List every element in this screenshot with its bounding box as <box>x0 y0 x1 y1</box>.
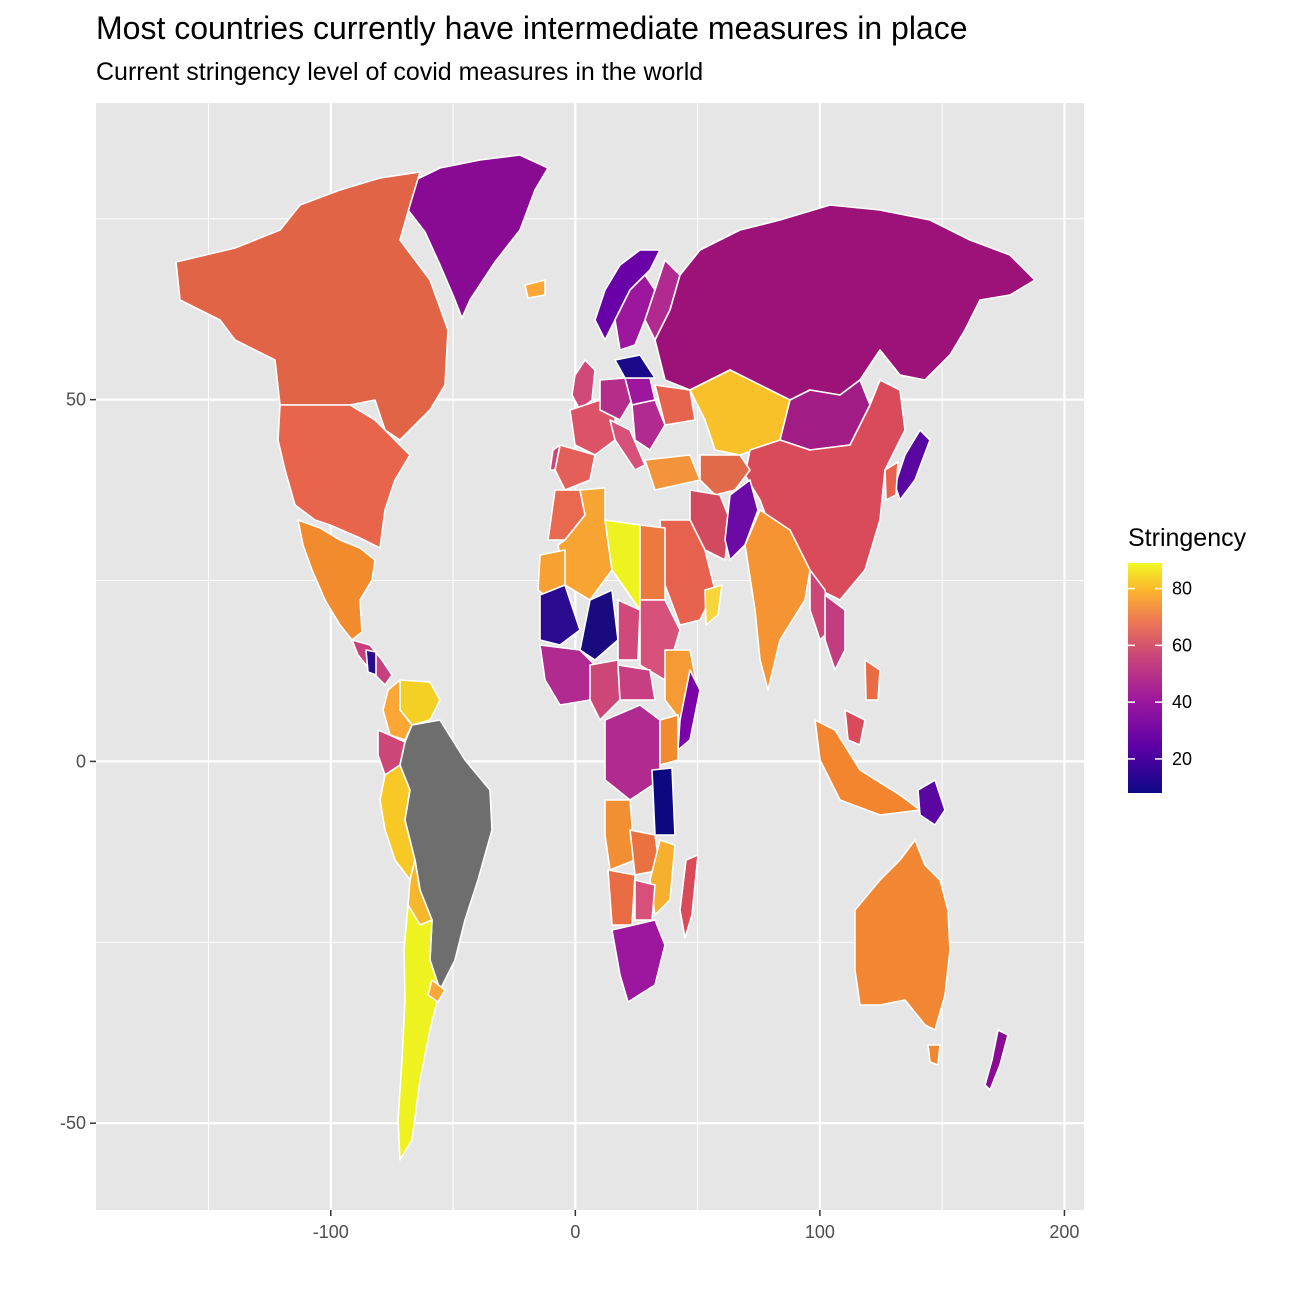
region-nicaragua <box>365 649 377 676</box>
region-nigeria <box>589 659 621 721</box>
x-tick-label: 200 <box>1049 1222 1079 1242</box>
y-tick-label: 50 <box>66 390 86 410</box>
region-argentina <box>397 904 441 1161</box>
region-ukraine <box>654 384 696 426</box>
region-iceland <box>524 279 546 299</box>
region-new-zealand <box>984 1029 1009 1091</box>
region-drc <box>604 704 661 801</box>
region-indochina <box>824 594 846 671</box>
chart-title: Most countries currently have intermedia… <box>96 10 968 46</box>
region-germany <box>599 377 633 421</box>
y-tick-label: 0 <box>76 751 86 771</box>
legend-tick-label: 40 <box>1172 692 1192 712</box>
region-mozambique <box>649 839 676 916</box>
x-tick-label: -100 <box>313 1222 349 1242</box>
region-botswana <box>634 879 656 921</box>
region-usa <box>277 404 411 549</box>
region-niger <box>579 589 619 661</box>
region-angola <box>604 799 636 871</box>
region-australia <box>854 839 951 1031</box>
region-png <box>917 779 946 826</box>
legend-colorbar <box>1128 563 1162 793</box>
region-tanzania <box>651 767 676 836</box>
region-portugal <box>549 444 561 471</box>
y-tick-label: -50 <box>60 1113 86 1133</box>
legend: Stringency 20 40 60 80 <box>1128 524 1247 793</box>
region-baltics <box>614 354 656 379</box>
region-malaysia <box>844 709 866 746</box>
chart-subtitle: Current stringency level of covid measur… <box>96 58 704 86</box>
region-central-asia <box>699 454 751 496</box>
region-chad <box>617 599 641 661</box>
region-mali <box>539 584 581 646</box>
legend-ticks: 20 40 60 80 <box>1128 579 1192 769</box>
region-balkans <box>631 399 666 451</box>
region-canada <box>175 171 449 441</box>
region-uruguay <box>427 979 446 1003</box>
x-tick-label: 100 <box>805 1222 835 1242</box>
legend-tick-label: 60 <box>1172 635 1192 655</box>
legend-tick-label: 80 <box>1172 579 1192 599</box>
region-tasmania <box>927 1044 941 1066</box>
region-mexico <box>297 519 376 641</box>
region-kenya <box>659 714 679 766</box>
region-algeria <box>557 487 613 601</box>
region-egypt <box>639 524 666 601</box>
region-uk <box>571 359 596 411</box>
country-layer <box>175 154 1036 1161</box>
region-korea <box>884 461 899 501</box>
region-madagascar <box>679 854 699 939</box>
region-car <box>617 664 656 701</box>
x-axis: -100 0 100 200 <box>313 1210 1079 1242</box>
x-tick-label: 0 <box>570 1222 580 1242</box>
region-oman <box>704 584 723 626</box>
region-south-africa <box>611 919 666 1003</box>
region-namibia <box>607 869 636 926</box>
region-philippines <box>864 659 881 701</box>
region-greenland <box>404 154 549 319</box>
region-india <box>744 509 811 691</box>
region-somalia <box>677 669 701 751</box>
legend-title: Stringency <box>1128 524 1247 552</box>
legend-tick-label: 20 <box>1172 749 1192 769</box>
region-italy <box>609 419 646 471</box>
y-axis: -50 0 50 <box>60 390 96 1133</box>
